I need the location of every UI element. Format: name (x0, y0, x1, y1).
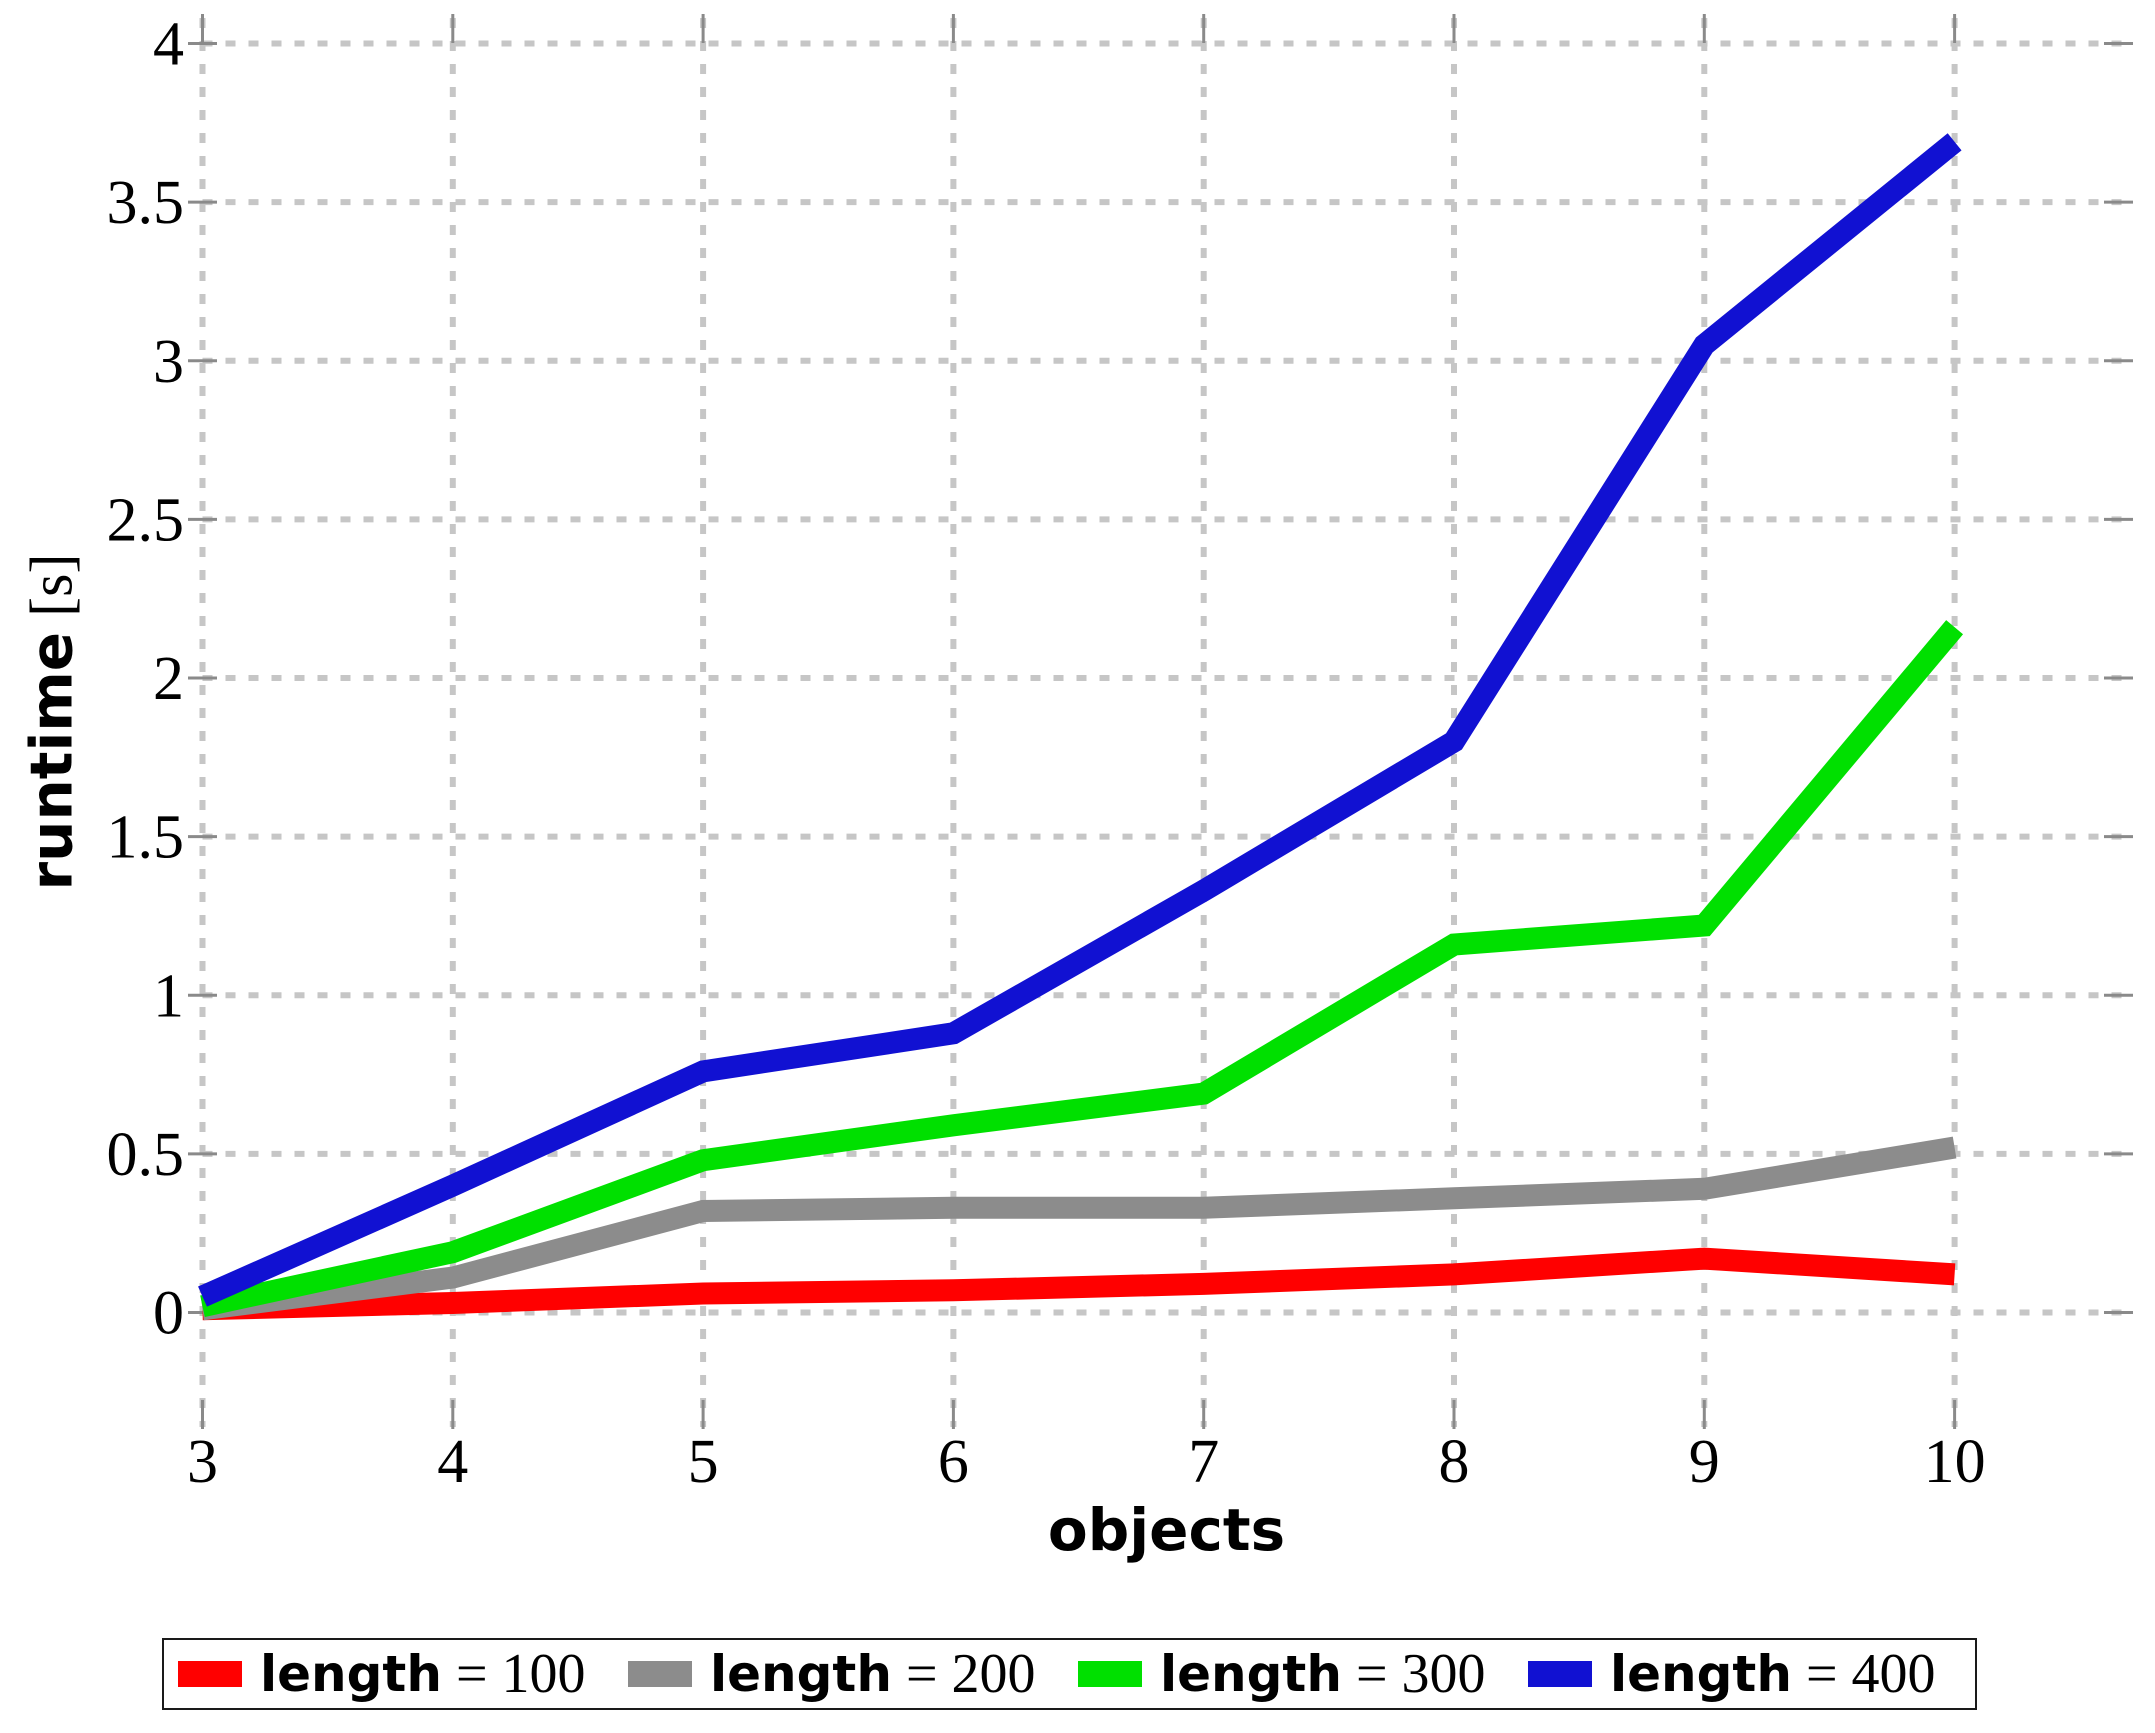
x-tick-label-5: 5 (688, 1428, 719, 1496)
y-tick-label-4: 4 (153, 11, 184, 79)
legend-label-name: length (260, 1645, 442, 1703)
x-tick-label-9: 9 (1689, 1428, 1720, 1496)
y-axis-label-unit (19, 617, 85, 632)
y-tick-label-1.5: 1.5 (107, 804, 185, 872)
legend: length = 100 length = 200 length = 300 l… (162, 1638, 1977, 1710)
legend-label-name: length (1610, 1645, 1792, 1703)
legend-item-length-400: length = 400 (1514, 1642, 1964, 1706)
x-tick-label-10: 10 (1924, 1428, 1986, 1496)
series-line-length-100 (202, 1247, 1956, 1321)
series-line-length-200 (201, 1136, 1957, 1321)
series-line-length-300 (200, 620, 1964, 1317)
y-tick-label-3.5: 3.5 (107, 169, 185, 237)
legend-item-length-200: length = 200 (614, 1642, 1064, 1706)
x-tick-label-3: 3 (187, 1428, 218, 1496)
legend-label-name: length (1160, 1645, 1342, 1703)
y-tick-label-3: 3 (153, 328, 184, 396)
y-tick-label-0: 0 (153, 1280, 184, 1348)
legend-swatch (1078, 1661, 1142, 1687)
series-line-length-400 (198, 133, 1962, 1307)
y-tick-label-2.5: 2.5 (107, 486, 185, 554)
legend-label-value: = 100 (455, 1643, 586, 1705)
legend-item-length-100: length = 100 (164, 1642, 614, 1706)
y-axis-label-unit-text: [s] (18, 553, 85, 617)
legend-item-length-300: length = 300 (1064, 1642, 1514, 1706)
y-axis-label: runtime [s] (18, 554, 87, 891)
x-axis-label: objects (1047, 1496, 1286, 1564)
x-tick-label-4: 4 (437, 1428, 468, 1496)
legend-label-name: length (710, 1645, 892, 1703)
legend-swatch (628, 1661, 692, 1687)
y-tick-label-2: 2 (153, 645, 184, 713)
legend-label-value: = 400 (1805, 1643, 1936, 1705)
legend-swatch (1528, 1661, 1592, 1687)
legend-label-value: = 300 (1355, 1643, 1486, 1705)
legend-swatch (178, 1661, 242, 1687)
y-axis-label-name: runtime (17, 631, 86, 891)
x-tick-label-6: 6 (938, 1428, 969, 1496)
legend-label-value: = 200 (905, 1643, 1036, 1705)
y-tick-label-1: 1 (153, 962, 184, 1030)
x-tick-label-7: 7 (1188, 1428, 1219, 1496)
x-tick-label-8: 8 (1439, 1428, 1470, 1496)
y-tick-label-0.5: 0.5 (107, 1121, 185, 1189)
